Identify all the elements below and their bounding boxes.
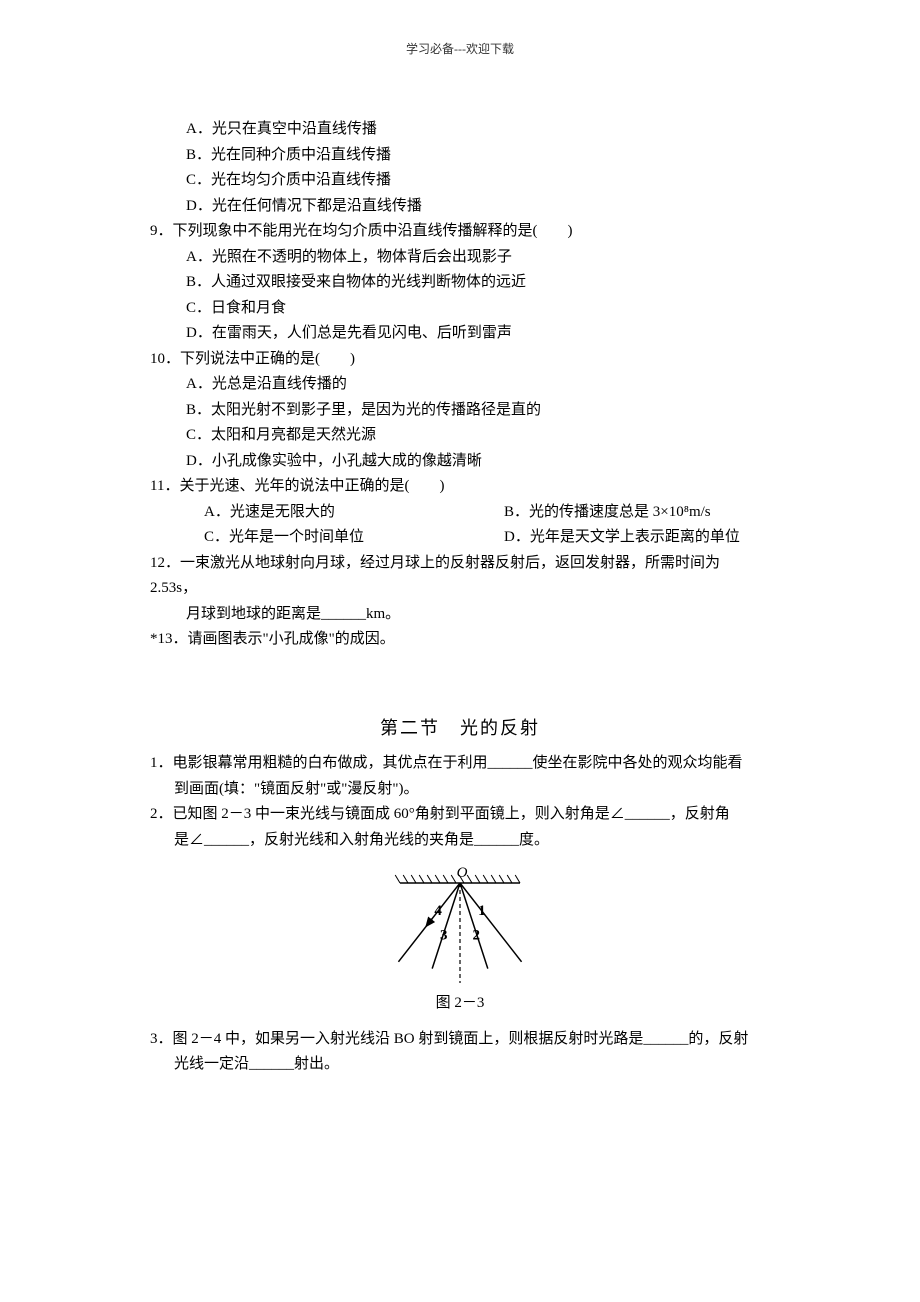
svg-text:4: 4: [434, 903, 442, 919]
q10-opt-c: C．太阳和月亮都是天然光源: [150, 423, 770, 449]
document-body: A．光只在真空中沿直线传播 B．光在同种介质中沿直线传播 C．光在均匀介质中沿直…: [150, 117, 770, 1078]
q9-opt-d: D．在雷雨天，人们总是先看见闪电、后听到雷声: [150, 321, 770, 347]
q13: *13．请画图表示"小孔成像"的成因。: [150, 627, 770, 653]
svg-text:1: 1: [478, 903, 486, 919]
svg-text:O: O: [457, 865, 468, 881]
q8-opt-a: A．光只在真空中沿直线传播: [150, 117, 770, 143]
figure-2-3: O 1 2 3 4 图 2－3: [150, 863, 770, 1023]
q8-opt-c: C．光在均匀介质中沿直线传播: [150, 168, 770, 194]
q9-opt-a: A．光照在不透明的物体上，物体背后会出现影子: [150, 245, 770, 271]
q9-opt-c: C．日食和月食: [150, 296, 770, 322]
svg-text:图 2－3: 图 2－3: [436, 994, 485, 1011]
q10-opt-a: A．光总是沿直线传播的: [150, 372, 770, 398]
q11-stem: 11．关于光速、光年的说法中正确的是( ): [150, 474, 770, 500]
svg-text:2: 2: [473, 927, 481, 943]
s2q1-line1: 1．电影银幕常用粗糙的白布做成，其优点在于利用______使坐在影院中各处的观众…: [150, 751, 770, 777]
q8-opt-b: B．光在同种介质中沿直线传播: [150, 143, 770, 169]
q11-opt-c: C．光年是一个时间单位: [204, 525, 504, 551]
q12-line1: 12．一束激光从地球射向月球，经过月球上的反射器反射后，返回发射器，所需时间为 …: [150, 551, 770, 602]
s2q2-line2: 是∠______，反射光线和入射角光线的夹角是______度。: [150, 828, 770, 854]
q10-opt-d: D．小孔成像实验中，小孔越大成的像越清晰: [150, 449, 770, 475]
q11-opt-a: A．光速是无限大的: [204, 500, 504, 526]
svg-text:3: 3: [440, 927, 448, 943]
s2q3-line2: 光线一定沿______射出。: [150, 1052, 770, 1078]
q10-stem: 10．下列说法中正确的是( ): [150, 347, 770, 373]
q8-opt-d: D．光在任何情况下都是沿直线传播: [150, 194, 770, 220]
s2q2-line1: 2．已知图 2－3 中一束光线与镜面成 60°角射到平面镜上，则入射角是∠___…: [150, 802, 770, 828]
q10-opt-b: B．太阳光射不到影子里，是因为光的传播路径是直的: [150, 398, 770, 424]
section2-title: 第二节 光的反射: [150, 713, 770, 744]
s2q1-line2: 到画面(填："镜面反射"或"漫反射")。: [150, 777, 770, 803]
page-header: 学习必备---欢迎下载: [150, 40, 770, 57]
q9-stem: 9．下列现象中不能用光在均匀介质中沿直线传播解释的是( ): [150, 219, 770, 245]
q11-opt-d: D．光年是天文学上表示距离的单位: [504, 525, 770, 551]
s2q3-line1: 3．图 2－4 中，如果另一入射光线沿 BO 射到镜面上，则根据反射时光路是__…: [150, 1027, 770, 1053]
q12-line2: 月球到地球的距离是______km。: [150, 602, 770, 628]
q9-opt-b: B．人通过双眼接受来自物体的光线判断物体的远近: [150, 270, 770, 296]
reflection-diagram: O 1 2 3 4 图 2－3: [370, 863, 550, 1013]
q11-opt-b: B．光的传播速度总是 3×10⁸m/s: [504, 500, 770, 526]
